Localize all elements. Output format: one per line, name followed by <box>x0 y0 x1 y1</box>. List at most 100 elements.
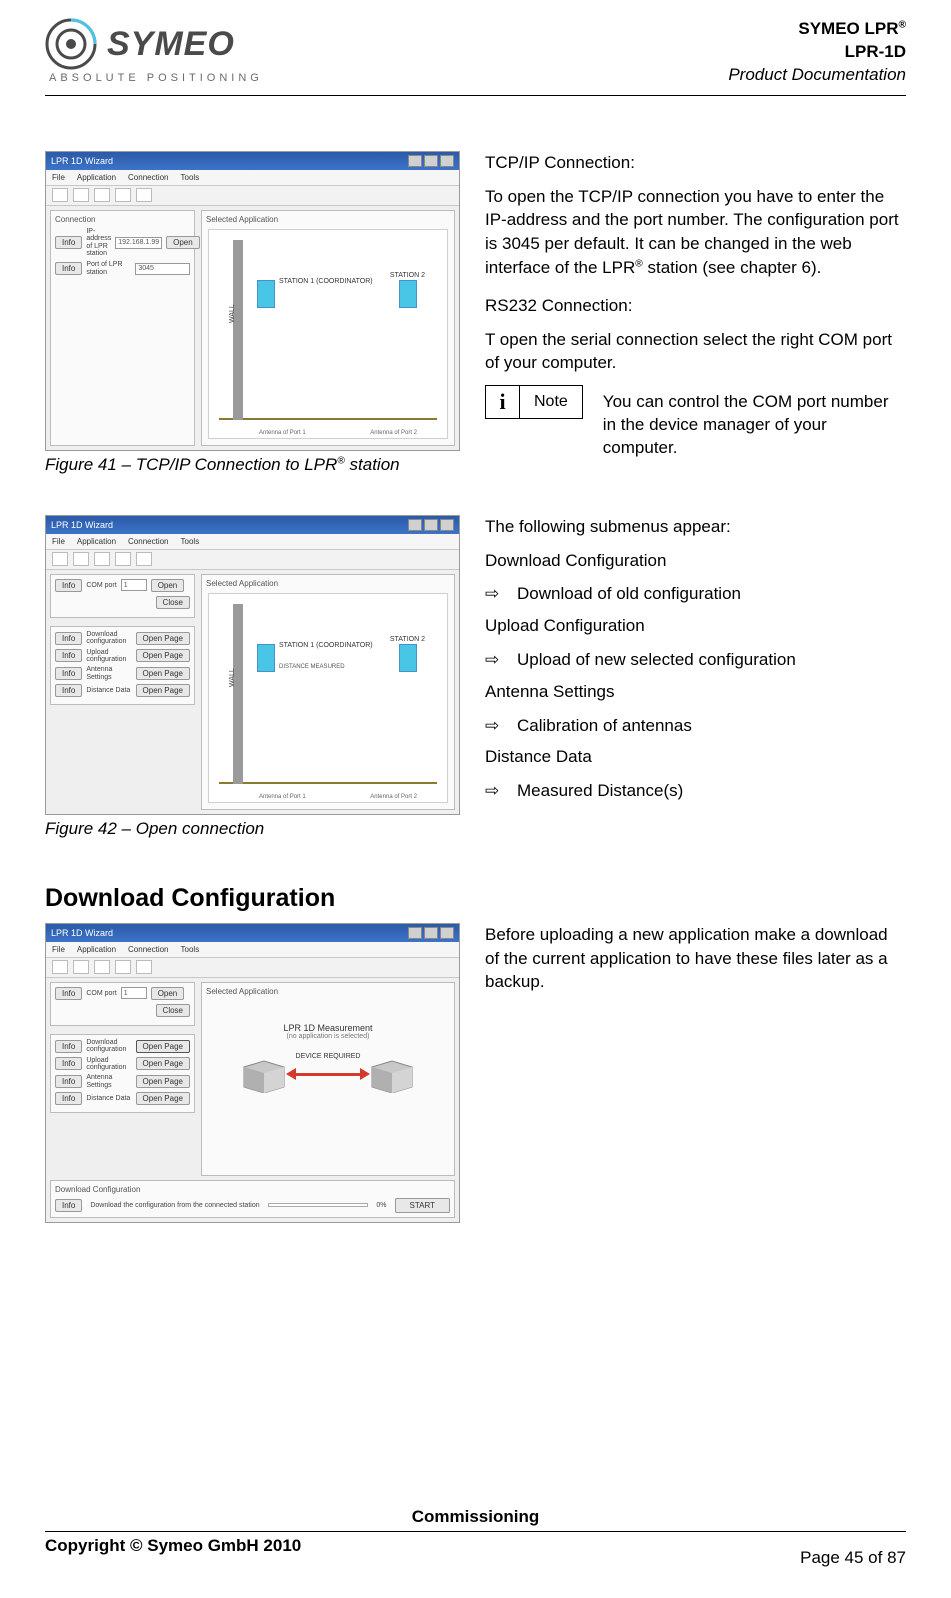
menu-tools[interactable]: Tools <box>181 537 200 546</box>
progress-bar <box>268 1203 369 1207</box>
info-button[interactable]: Info <box>55 632 82 645</box>
panel-connection: Info COM port 1 Open Close <box>50 982 195 1026</box>
open-button[interactable]: Open <box>151 579 185 592</box>
note-badge: i Note <box>485 385 583 419</box>
window-title: LPR 1D Wizard <box>51 156 113 166</box>
start-button[interactable]: START <box>395 1198 450 1213</box>
text-col-2: The following submenus appear: Download … <box>485 515 906 839</box>
arrow-icon: ⇨ <box>485 779 503 803</box>
open-button[interactable]: Open <box>151 987 185 1000</box>
app-measurement-title: LPR 1D Measurement (no application is se… <box>202 1023 454 1040</box>
panel-app-title: Selected Application <box>206 579 450 588</box>
menu-application[interactable]: Application <box>77 537 116 546</box>
menu-file[interactable]: File <box>52 945 65 954</box>
submenu-panel: Info Download configuration Open Page In… <box>50 626 195 705</box>
figure-41-caption: Figure 41 – TCP/IP Connection to LPR® st… <box>45 455 460 475</box>
info-button[interactable]: Info <box>55 1040 82 1053</box>
screenshot-fig42: LPR 1D Wizard File Application Connectio… <box>45 515 460 815</box>
comport-label: COM port <box>86 990 116 997</box>
window-buttons <box>408 927 454 939</box>
open-button[interactable]: Open <box>166 236 200 249</box>
window-titlebar: LPR 1D Wizard <box>46 152 459 170</box>
header-line3: Product Documentation <box>728 64 906 87</box>
tcp-body-post: station (see chapter 6). <box>643 258 822 277</box>
block-tcpip: LPR 1D Wizard File Application Connectio… <box>45 151 906 475</box>
toolbar <box>46 186 459 206</box>
port-input[interactable]: 3045 <box>135 263 190 275</box>
ip-label: IP-address of LPR station <box>86 228 111 257</box>
openpage-button[interactable]: Open Page <box>136 667 190 680</box>
toolbar <box>46 550 459 570</box>
submenu-upload: Upload configuration <box>86 649 131 664</box>
menu-tools[interactable]: Tools <box>181 173 200 182</box>
figure-dl-col: LPR 1D Wizard File Application Connectio… <box>45 923 460 1223</box>
info-button[interactable]: Info <box>55 987 82 1000</box>
block-openconn: LPR 1D Wizard File Application Connectio… <box>45 515 906 839</box>
comport-label: COM port <box>86 582 116 589</box>
info-button[interactable]: Info <box>55 684 82 697</box>
info-button[interactable]: Info <box>55 1057 82 1070</box>
info-button[interactable]: Info <box>55 1092 82 1105</box>
device-3d-left <box>242 1059 286 1093</box>
openpage-button[interactable]: Open Page <box>136 1057 190 1070</box>
window-title: LPR 1D Wizard <box>51 520 113 530</box>
arrow-upload: ⇨ Upload of new selected configuration <box>485 648 906 672</box>
tcp-heading: TCP/IP Connection: <box>485 151 906 175</box>
device-arrow <box>292 1073 364 1076</box>
close-button[interactable]: Close <box>156 1004 190 1017</box>
menu-file[interactable]: File <box>52 173 65 182</box>
openpage-button[interactable]: Open Page <box>136 1075 190 1088</box>
ip-input[interactable]: 192.168.1.99 <box>115 237 162 249</box>
item-download-cfg: Download Configuration <box>485 549 906 573</box>
item-antenna: Antenna Settings <box>485 680 906 704</box>
info-button[interactable]: Info <box>55 649 82 662</box>
menu-connection[interactable]: Connection <box>128 173 168 182</box>
window-buttons <box>408 519 454 531</box>
submenu-antenna: Antenna Settings <box>86 666 131 681</box>
window-titlebar: LPR 1D Wizard <box>46 516 459 534</box>
panel-application: Selected Application LPR 1D Measurement … <box>201 982 455 1176</box>
dl-percent: 0% <box>376 1202 386 1209</box>
menu-file[interactable]: File <box>52 537 65 546</box>
info-button[interactable]: Info <box>55 1199 82 1212</box>
fig41-caption-tail: station <box>345 455 400 474</box>
station1-label: STATION 1 (COORDINATOR) <box>279 642 373 649</box>
arrow-distance-text: Measured Distance(s) <box>517 779 683 803</box>
info-button[interactable]: Info <box>55 1075 82 1088</box>
openpage-button[interactable]: Open Page <box>136 649 190 662</box>
figure-42-col: LPR 1D Wizard File Application Connectio… <box>45 515 460 839</box>
download-body: Before uploading a new application make … <box>485 923 906 994</box>
info-icon: i <box>486 386 520 418</box>
openpage-button[interactable]: Open Page <box>136 1040 190 1053</box>
device-3d-right <box>370 1059 414 1093</box>
toolbar <box>46 958 459 978</box>
menu-connection[interactable]: Connection <box>128 537 168 546</box>
comport-input[interactable]: 1 <box>121 579 147 591</box>
app-diagram: WALL STATION 1 (COORDINATOR) STATION 2 D… <box>208 593 448 803</box>
openpage-button[interactable]: Open Page <box>136 1092 190 1105</box>
menu-application[interactable]: Application <box>77 945 116 954</box>
device-required-label: DEVICE REQUIRED <box>202 1053 454 1060</box>
close-button[interactable]: Close <box>156 596 190 609</box>
openpage-button[interactable]: Open Page <box>136 684 190 697</box>
info-button[interactable]: Info <box>55 236 82 249</box>
menu-application[interactable]: Application <box>77 173 116 182</box>
panel-connection-title: Connection <box>55 215 190 224</box>
wall-label: WALL <box>229 305 236 324</box>
info-button[interactable]: Info <box>55 579 82 592</box>
app-diagram: WALL STATION 1 (COORDINATOR) STATION 2 A… <box>208 229 448 439</box>
logo-block: SYMEO ABSOLUTE POSITIONING <box>45 18 263 84</box>
menu-tools[interactable]: Tools <box>181 945 200 954</box>
comport-input[interactable]: 1 <box>121 987 147 999</box>
antenna1-label: Antenna of Port 1 <box>259 430 306 436</box>
screenshot-download: LPR 1D Wizard File Application Connectio… <box>45 923 460 1223</box>
rs232-heading: RS232 Connection: <box>485 294 906 318</box>
info-button[interactable]: Info <box>55 262 82 275</box>
dist-measured-label: DISTANCE MEASURED <box>279 664 345 670</box>
no-app-label: (no application is selected) <box>202 1033 454 1040</box>
note-label: Note <box>520 391 582 413</box>
menu-connection[interactable]: Connection <box>128 945 168 954</box>
logo-icon <box>45 18 97 70</box>
openpage-button[interactable]: Open Page <box>136 632 190 645</box>
info-button[interactable]: Info <box>55 667 82 680</box>
